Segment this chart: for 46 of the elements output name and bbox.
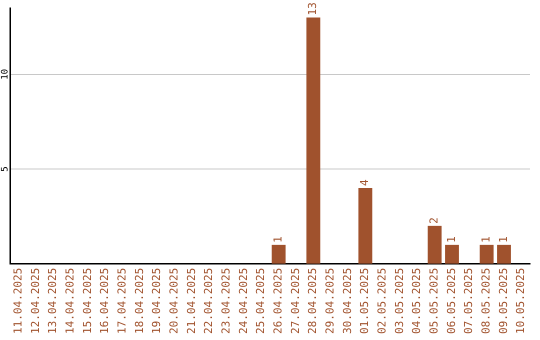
bar bbox=[445, 244, 459, 264]
x-tick-label: 25.04.2025 bbox=[254, 268, 268, 334]
x-tick-label: 14.04.2025 bbox=[64, 268, 77, 334]
data-label: 1 bbox=[480, 236, 493, 243]
x-tick-label: 16.04.2025 bbox=[98, 268, 112, 334]
x-tick-label: 18.04.2025 bbox=[132, 268, 146, 334]
x-tick-label: 29.04.2025 bbox=[324, 268, 337, 334]
x-tick-label: 28.04.2025 bbox=[306, 268, 320, 334]
bar bbox=[272, 244, 286, 264]
x-tick-label: 15.04.2025 bbox=[80, 268, 94, 334]
data-label: 1 bbox=[496, 236, 510, 243]
x-tick-label: 08.05.2025 bbox=[480, 268, 493, 334]
x-tick-label: 02.05.2025 bbox=[376, 268, 389, 334]
x-tick-label: 11.04.2025 bbox=[12, 268, 25, 334]
data-label: 1 bbox=[272, 236, 285, 243]
bar bbox=[306, 17, 320, 264]
data-label: 2 bbox=[428, 217, 441, 224]
data-label: 1 bbox=[444, 236, 458, 243]
x-tick-label: 06.05.2025 bbox=[444, 268, 458, 334]
data-label: 13 bbox=[306, 2, 320, 16]
bar bbox=[428, 226, 442, 264]
x-tick-label: 17.04.2025 bbox=[116, 268, 129, 334]
x-tick-label: 05.05.2025 bbox=[428, 268, 441, 334]
x-tick-label: 27.04.2025 bbox=[288, 268, 302, 334]
bar bbox=[358, 188, 372, 264]
x-tick-label: 19.04.2025 bbox=[150, 268, 164, 334]
x-tick-label: 22.04.2025 bbox=[202, 268, 216, 334]
x-tick-label: 21.04.2025 bbox=[184, 268, 198, 334]
bar bbox=[480, 244, 494, 264]
x-tick-label: 12.04.2025 bbox=[28, 268, 42, 334]
x-tick-label: 20.04.2025 bbox=[168, 268, 181, 334]
x-tick-label: 30.04.2025 bbox=[340, 268, 354, 334]
x-tick-label: 03.05.2025 bbox=[392, 268, 406, 334]
y-tick-label: 10 bbox=[0, 68, 10, 80]
x-tick-label: 01.05.2025 bbox=[358, 268, 372, 334]
y-tick-label: 5 bbox=[0, 166, 10, 172]
data-label: 4 bbox=[358, 178, 372, 186]
bar bbox=[497, 244, 511, 264]
x-tick-label: 24.04.2025 bbox=[236, 268, 250, 334]
x-tick-label: 26.04.2025 bbox=[272, 268, 285, 334]
x-tick-label: 09.05.2025 bbox=[496, 268, 510, 334]
x-tick-label: 23.04.2025 bbox=[220, 268, 233, 334]
x-tick-label: 10.05.2025 bbox=[514, 268, 528, 334]
x-tick-label: 13.04.2025 bbox=[46, 268, 60, 334]
x-tick-label: 07.05.2025 bbox=[462, 268, 476, 334]
x-tick-label: 04.05.2025 bbox=[410, 268, 424, 334]
